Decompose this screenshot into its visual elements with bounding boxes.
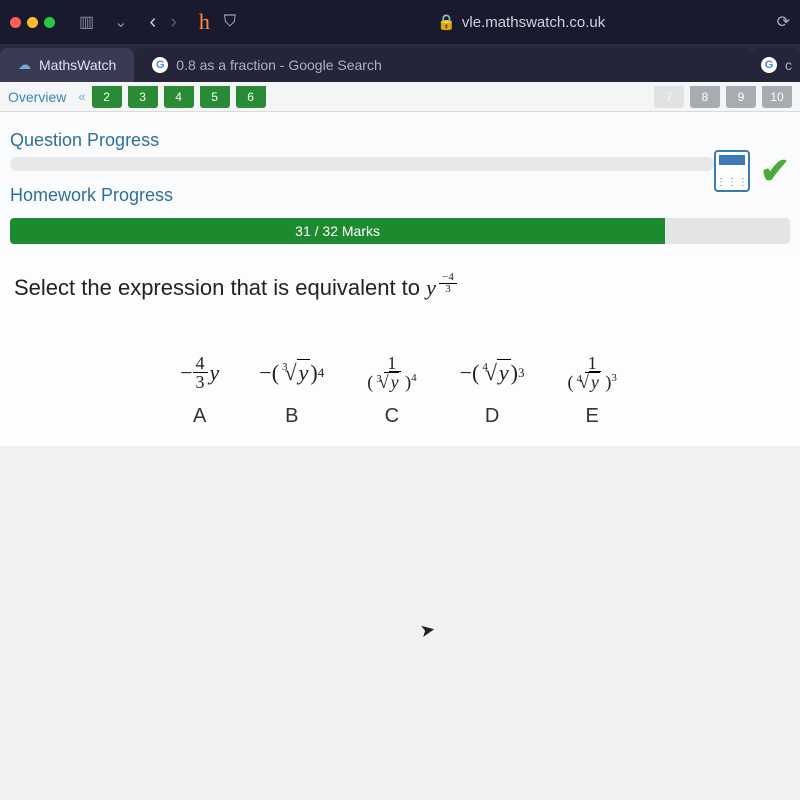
question-nav-bar: Overview « 2 3 4 5 6 7 8 9 10 <box>0 82 800 112</box>
question-tab-5[interactable]: 5 <box>200 86 230 108</box>
refresh-icon[interactable]: ⟳ <box>777 12 790 32</box>
option-c[interactable]: 1 (3√y )4 C <box>364 351 419 428</box>
sidebar-toggle-icon[interactable]: ▥ <box>79 12 94 32</box>
progress-section: Question Progress Homework Progress ✔ 31… <box>0 112 800 254</box>
question-progress-label: Question Progress <box>10 130 714 151</box>
lock-icon: 🔒 <box>437 13 456 31</box>
address-bar[interactable]: 🔒 vle.mathswatch.co.uk <box>274 13 769 31</box>
question-tab-7[interactable]: 7 <box>654 86 684 108</box>
question-tab-6[interactable]: 6 <box>236 86 266 108</box>
exp-num: 4 <box>448 271 454 283</box>
close-window-icon[interactable] <box>10 17 21 28</box>
dropdown-chevron-icon[interactable]: ⌄ <box>114 12 127 32</box>
option-b[interactable]: −(3√y )4 B <box>259 351 324 428</box>
option-a[interactable]: −43y A <box>180 351 219 428</box>
homework-progress-bar: 31 / 32 Marks <box>10 218 790 244</box>
browser-toolbar: ▥ ⌄ ‹ › h ⛉ 🔒 vle.mathswatch.co.uk ⟳ <box>0 0 800 44</box>
tab-label: c <box>785 57 792 73</box>
tab-label: 0.8 as a fraction - Google Search <box>176 57 381 73</box>
question-tab-9[interactable]: 9 <box>726 86 756 108</box>
option-e[interactable]: 1 (4√y )3 E <box>565 351 620 428</box>
option-label: A <box>193 405 206 428</box>
answer-options: −43y A −(3√y )4 B 1 (3√y )4 C −(4√y )3 <box>14 351 786 428</box>
google-favicon-icon <box>152 57 168 73</box>
prompt-text: Select the expression that is equivalent… <box>14 275 426 300</box>
cloud-icon: ☁ <box>18 57 31 73</box>
overview-chevron-icon[interactable]: « <box>78 89 85 104</box>
tab-label: MathsWatch <box>39 57 116 73</box>
progress-text: 31 / 32 Marks <box>295 223 380 239</box>
overview-link[interactable]: Overview <box>8 89 66 105</box>
mouse-cursor-icon: ➤ <box>418 619 437 642</box>
forward-button[interactable]: › <box>170 11 177 34</box>
question-progress-bar <box>10 157 714 171</box>
progress-fill: 31 / 32 Marks <box>10 218 665 244</box>
option-d[interactable]: −(4√y )3 D <box>460 351 525 428</box>
window-controls[interactable] <box>10 17 55 28</box>
question-tab-2[interactable]: 2 <box>92 86 122 108</box>
maximize-window-icon[interactable] <box>44 17 55 28</box>
homework-progress-label: Homework Progress <box>10 185 714 206</box>
option-label: E <box>586 405 599 428</box>
google-favicon-icon <box>761 57 777 73</box>
tab-extra[interactable]: c <box>753 48 800 82</box>
honey-extension-icon[interactable]: h <box>199 9 210 35</box>
tab-google-search[interactable]: 0.8 as a fraction - Google Search <box>134 48 753 82</box>
browser-tabs: ☁ MathsWatch 0.8 as a fraction - Google … <box>0 44 800 82</box>
question-tab-8[interactable]: 8 <box>690 86 720 108</box>
question-area: Select the expression that is equivalent… <box>0 254 800 446</box>
question-tab-3[interactable]: 3 <box>128 86 158 108</box>
question-tab-4[interactable]: 4 <box>164 86 194 108</box>
minimize-window-icon[interactable] <box>27 17 38 28</box>
back-button[interactable]: ‹ <box>150 11 157 34</box>
option-label: D <box>485 405 499 428</box>
url-text: vle.mathswatch.co.uk <box>462 14 605 31</box>
option-label: C <box>385 405 399 428</box>
question-tab-10[interactable]: 10 <box>762 86 792 108</box>
tool-icons: ✔ <box>714 150 790 192</box>
exp-den: 3 <box>442 284 454 295</box>
tab-mathswatch[interactable]: ☁ MathsWatch <box>0 48 134 82</box>
checkmark-icon[interactable]: ✔ <box>760 150 790 192</box>
calculator-icon[interactable] <box>714 150 750 192</box>
question-prompt: Select the expression that is equivalent… <box>14 272 786 301</box>
shield-icon[interactable]: ⛉ <box>224 13 236 31</box>
option-label: B <box>285 405 298 428</box>
